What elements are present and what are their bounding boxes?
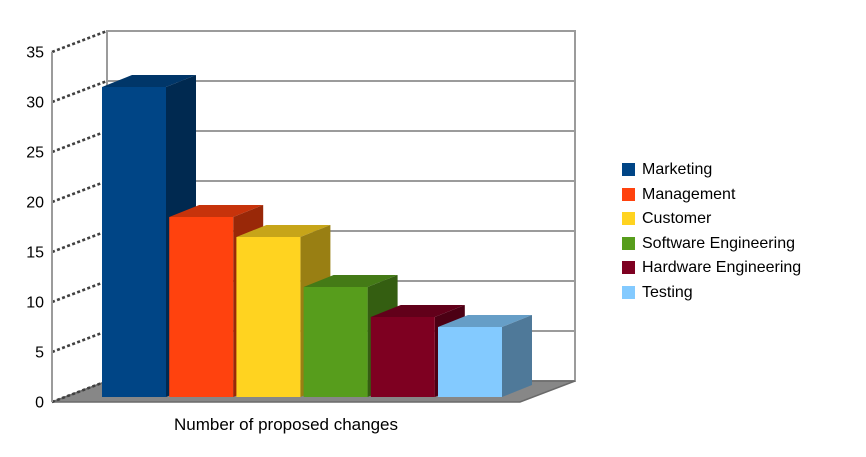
wall-tick-hatch-35 bbox=[51, 29, 108, 54]
legend-label: Marketing bbox=[642, 161, 713, 178]
legend-label: Software Engineering bbox=[642, 234, 795, 252]
legend-swatch-customer bbox=[622, 212, 635, 225]
y-axis-tick-label: 15 bbox=[26, 245, 44, 262]
legend-label: Customer bbox=[642, 210, 712, 227]
bar-top-face bbox=[102, 75, 196, 87]
bar-front-face bbox=[438, 327, 502, 397]
legend-label: Testing bbox=[642, 283, 693, 301]
legend-label: Hardware Engineering bbox=[642, 259, 802, 276]
bar-front-face bbox=[303, 287, 368, 397]
bar-top-face bbox=[236, 225, 331, 237]
legend-item-management: Management bbox=[622, 185, 801, 204]
y-axis-tick-label: 5 bbox=[35, 345, 44, 362]
y-axis-tick-label: 0 bbox=[35, 395, 44, 412]
legend-item-software-engineering: Software Engineering bbox=[622, 234, 801, 253]
bar-front-face bbox=[169, 217, 234, 397]
legend-item-marketing: Marketing bbox=[622, 160, 801, 179]
wall-tick-hatch-10 bbox=[51, 279, 108, 304]
legend-label: Management bbox=[642, 185, 736, 203]
legend-item-hardware-engineering: Hardware Engineering bbox=[622, 258, 801, 277]
bar-top-face bbox=[438, 315, 532, 327]
legend-swatch-marketing bbox=[622, 163, 635, 176]
legend-swatch-testing bbox=[622, 285, 635, 299]
wall-tick-hatch-5 bbox=[51, 329, 108, 354]
bar-front-face bbox=[236, 237, 301, 397]
legend-item-customer: Customer bbox=[622, 209, 801, 228]
x-axis-title: Number of proposed changes bbox=[174, 415, 398, 434]
bar-testing bbox=[438, 315, 532, 397]
bar-side-face bbox=[502, 315, 532, 397]
bar-front-face bbox=[370, 317, 435, 397]
wall-tick-hatch-20 bbox=[51, 179, 108, 204]
y-axis-tick-label: 10 bbox=[26, 295, 44, 312]
wall-tick-hatch-15 bbox=[51, 229, 108, 254]
wall-tick-hatch-30 bbox=[51, 79, 108, 104]
y-axis-tick-label: 35 bbox=[26, 45, 44, 62]
bar-top-face bbox=[169, 205, 264, 217]
y-axis-tick-label: 30 bbox=[26, 95, 44, 112]
legend: Marketing Management Customer Software Engi… bbox=[622, 160, 801, 302]
y-axis-tick-label: 25 bbox=[26, 145, 44, 162]
legend-swatch-management bbox=[622, 187, 635, 201]
legend-item-testing: Testing bbox=[622, 283, 801, 302]
legend-swatch-software-engineering bbox=[622, 236, 635, 250]
wall-tick-hatch-25 bbox=[51, 129, 108, 154]
legend-swatch-hardware-engineering bbox=[622, 261, 635, 274]
bar-top-face bbox=[303, 275, 398, 287]
y-axis-tick-label: 20 bbox=[26, 195, 44, 212]
wall-tick-hatch-0 bbox=[51, 379, 108, 404]
bar-top-face bbox=[370, 305, 465, 317]
bar-front-face bbox=[102, 87, 166, 397]
